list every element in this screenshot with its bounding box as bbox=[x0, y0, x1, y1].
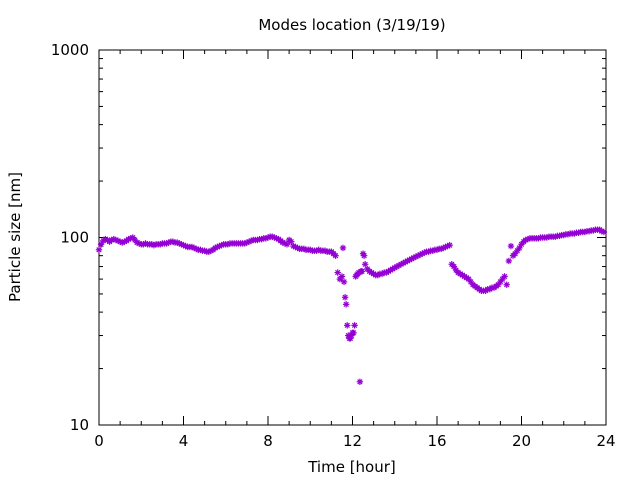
data-point bbox=[340, 278, 348, 286]
data-point bbox=[332, 252, 339, 259]
data-point bbox=[446, 241, 453, 249]
data-series bbox=[95, 226, 608, 385]
data-point bbox=[344, 322, 351, 329]
data-point bbox=[503, 281, 510, 288]
data-point bbox=[334, 269, 341, 276]
data-point bbox=[358, 268, 366, 275]
data-point bbox=[351, 322, 358, 329]
x-axis: 0 4 8 12 16 20 24 bbox=[94, 50, 616, 450]
data-point bbox=[342, 301, 350, 308]
chart-title: Modes location (3/19/19) bbox=[258, 16, 445, 34]
data-point bbox=[350, 329, 357, 337]
data-point bbox=[505, 257, 513, 265]
data-point bbox=[419, 250, 426, 257]
data-point bbox=[339, 244, 347, 252]
y-tick-label: 1000 bbox=[51, 41, 89, 59]
data-point bbox=[600, 228, 608, 236]
x-tick-label: 24 bbox=[596, 432, 615, 450]
data-point bbox=[507, 242, 515, 250]
data-point bbox=[501, 273, 508, 280]
x-tick-label: 0 bbox=[94, 432, 104, 450]
data-point bbox=[356, 378, 364, 385]
data-point bbox=[360, 252, 368, 259]
data-point bbox=[97, 241, 105, 248]
data-point bbox=[341, 294, 349, 301]
data-point bbox=[95, 246, 103, 253]
x-tick-label: 8 bbox=[263, 432, 273, 450]
y-tick-label: 10 bbox=[70, 416, 89, 434]
data-point bbox=[361, 261, 369, 268]
y-axis-title: Particle size [nm] bbox=[6, 172, 24, 302]
x-tick-label: 12 bbox=[343, 432, 362, 450]
y-tick-label: 100 bbox=[60, 229, 89, 247]
data-point bbox=[438, 245, 445, 253]
y-axis: 10 100 1000 bbox=[51, 41, 606, 434]
data-point bbox=[338, 273, 346, 280]
x-tick-label: 4 bbox=[179, 432, 189, 450]
x-tick-label: 20 bbox=[512, 432, 531, 450]
x-tick-label: 16 bbox=[427, 432, 446, 450]
x-axis-title: Time [hour] bbox=[307, 458, 396, 476]
